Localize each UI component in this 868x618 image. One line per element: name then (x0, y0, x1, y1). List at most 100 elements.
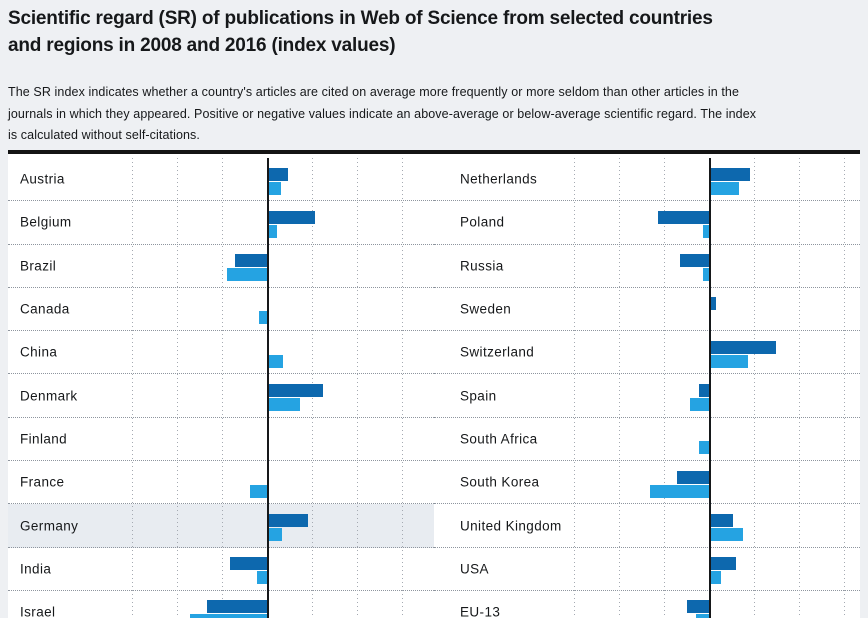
country-label: Sweden (460, 301, 512, 317)
gridline (574, 158, 576, 618)
chart-title: Scientific regard (SR) of publications i… (8, 5, 860, 59)
country-row: Canada (8, 288, 434, 332)
country-row: China (8, 331, 434, 375)
bar-2008 (703, 268, 710, 282)
bar-2008 (703, 224, 710, 238)
bar-2008 (268, 397, 301, 411)
text-line: and regions in 2008 and 2016 (index valu… (8, 35, 396, 56)
gridline (131, 158, 133, 618)
country-label: EU-13 (460, 604, 501, 618)
bar-2008 (268, 181, 282, 195)
gridline (356, 158, 358, 618)
bar-2016 (711, 340, 777, 354)
country-row: Sweden (434, 288, 860, 332)
bar-2008 (711, 354, 749, 368)
bar-2008 (268, 527, 283, 541)
gridline (799, 158, 801, 618)
bar-2008 (711, 571, 722, 585)
country-label: South Korea (460, 474, 540, 490)
bar-2008 (256, 571, 267, 585)
bar-2008 (268, 224, 277, 238)
bar-2008 (649, 484, 710, 498)
country-row: South Korea (434, 461, 860, 505)
country-row: Netherlands (434, 158, 860, 202)
bar-2016 (711, 557, 736, 571)
chart-subtitle: The SR index indicates whether a country… (8, 82, 860, 147)
bar-2016 (711, 167, 750, 181)
gridline (221, 158, 223, 618)
country-label: Poland (460, 214, 505, 230)
bar-2016 (235, 254, 267, 268)
country-label: Israel (20, 604, 56, 618)
country-row: Spain (434, 374, 860, 418)
country-label: Switzerland (460, 344, 535, 360)
chart-header: Scientific regard (SR) of publications i… (8, 5, 860, 147)
country-row: United Kingdom (434, 504, 860, 548)
gridline (664, 158, 666, 618)
country-label: Canada (20, 301, 70, 317)
bar-2008 (695, 614, 710, 618)
country-row: South Africa (434, 418, 860, 462)
country-label: Germany (20, 518, 79, 534)
zero-axis-line (709, 158, 712, 618)
country-row: Denmark (8, 374, 434, 418)
gridline (176, 158, 178, 618)
country-row: Switzerland (434, 331, 860, 375)
country-row: Belgium (8, 201, 434, 245)
country-label: Finland (20, 431, 68, 447)
country-label: South Africa (460, 431, 538, 447)
bar-2008 (711, 181, 740, 195)
country-label: United Kingdom (460, 518, 562, 534)
bar-2016 (658, 210, 710, 224)
bar-2016 (711, 513, 733, 527)
bar-2008 (268, 354, 284, 368)
country-row: USA (434, 548, 860, 591)
country-label: Russia (460, 258, 504, 274)
bar-2016 (699, 383, 710, 397)
gridline (844, 158, 846, 618)
bar-2008 (190, 614, 267, 618)
text-line: Scientific regard (SR) of publications i… (8, 8, 713, 29)
bar-2008 (690, 397, 710, 411)
bar-2008 (249, 484, 267, 498)
country-label: Netherlands (460, 171, 538, 187)
country-row: Russia (434, 245, 860, 288)
country-label: USA (460, 561, 489, 577)
gridline (754, 158, 756, 618)
bar-2016 (229, 557, 267, 571)
text-line: journals in which they appeared. Positiv… (8, 106, 757, 121)
sr-index-bar-chart: Austria Belgium Brazil Canada China Denmark Fi… (8, 150, 860, 618)
bar-2016 (268, 383, 323, 397)
text-line: is calculated without self-citations. (8, 128, 200, 142)
bar-2016 (679, 254, 710, 268)
country-row: France (8, 461, 434, 505)
country-label: Denmark (20, 388, 78, 404)
country-row: India (8, 548, 434, 591)
chart-panel-left: Austria Belgium Brazil Canada China Denmark Fi… (8, 158, 434, 618)
bar-2016 (711, 297, 716, 311)
country-label: Austria (20, 171, 65, 187)
country-row: Germany (8, 504, 434, 548)
country-label: Belgium (20, 214, 72, 230)
bar-2008 (711, 527, 743, 541)
bar-2016 (268, 167, 288, 181)
bar-2008 (699, 441, 710, 455)
gridline (401, 158, 403, 618)
bar-2016 (686, 600, 710, 614)
country-row: Finland (8, 418, 434, 462)
bar-2008 (258, 311, 267, 325)
text-line: The SR index indicates whether a country… (8, 85, 740, 99)
bar-2016 (268, 210, 315, 224)
bar-2016 (207, 600, 267, 614)
bar-2008 (227, 268, 267, 282)
gridline (619, 158, 621, 618)
chart-panel-right: Netherlands Poland Russia Sweden Switzerland… (434, 158, 860, 618)
zero-axis-line (266, 158, 269, 618)
bar-2016 (676, 470, 710, 484)
country-label: France (20, 474, 65, 490)
bar-2016 (268, 513, 309, 527)
country-label: Spain (460, 388, 497, 404)
country-row: Brazil (8, 245, 434, 288)
country-row: Austria (8, 158, 434, 202)
country-row: Israel (8, 591, 434, 618)
